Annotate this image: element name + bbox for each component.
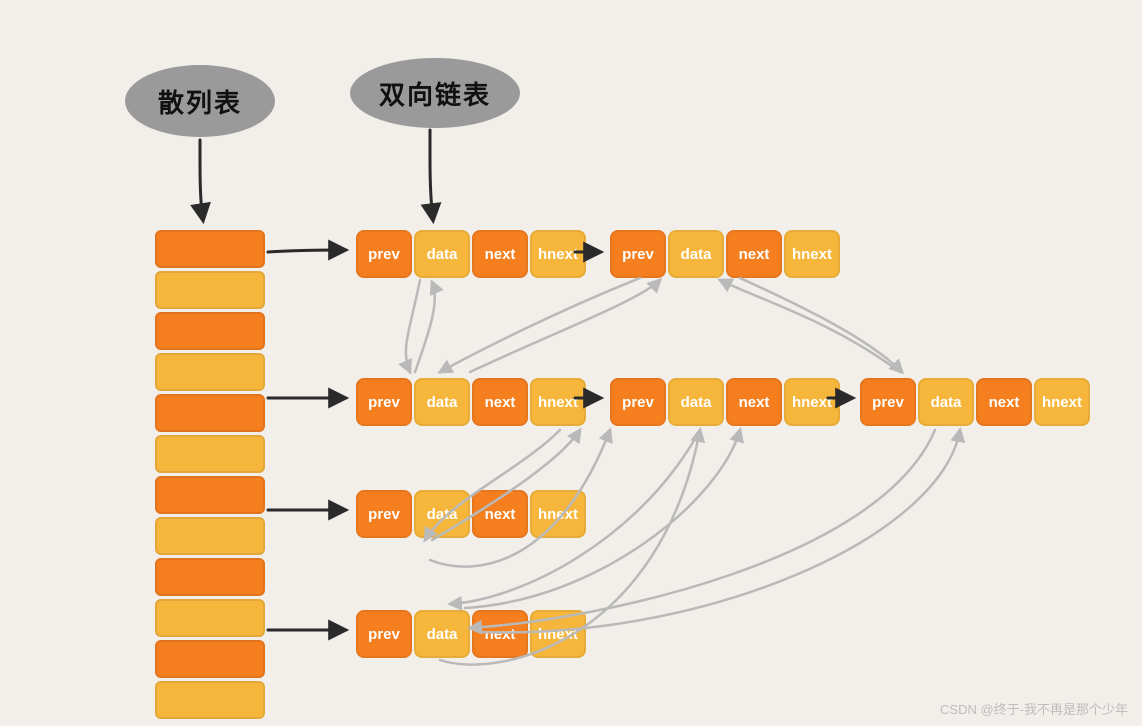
- node-cell-data: data: [668, 378, 724, 426]
- hash-slot: [155, 476, 265, 514]
- node-cell-hnext: hnext: [1034, 378, 1090, 426]
- watermark: CSDN @终于-我不再是那个少年: [940, 699, 1128, 718]
- node-cell-hnext: hnext: [530, 490, 586, 538]
- linked-list-node: prevdatanexthnext: [356, 378, 588, 422]
- node-cell-next: next: [472, 378, 528, 426]
- hash-table-label-bubble: 散列表: [125, 65, 275, 137]
- node-cell-hnext: hnext: [530, 378, 586, 426]
- node-cell-data: data: [668, 230, 724, 278]
- link-curve: [440, 278, 640, 372]
- linked-list-node: prevdatanexthnext: [610, 378, 842, 422]
- node-cell-next: next: [472, 230, 528, 278]
- node-cell-data: data: [414, 490, 470, 538]
- linked-list-node: prevdatanexthnext: [610, 230, 842, 274]
- link-curve: [470, 280, 660, 372]
- node-cell-data: data: [414, 378, 470, 426]
- linked-list-node: prevdatanexthnext: [860, 378, 1092, 422]
- link-curve: [406, 280, 420, 372]
- doubly-linked-list-label: 双向链表: [379, 75, 491, 112]
- node-cell-next: next: [472, 610, 528, 658]
- hash-slot: [155, 353, 265, 391]
- node-cell-prev: prev: [356, 230, 412, 278]
- node-cell-prev: prev: [356, 490, 412, 538]
- node-cell-data: data: [414, 610, 470, 658]
- hash-slot: [155, 640, 265, 678]
- node-cell-hnext: hnext: [530, 610, 586, 658]
- node-cell-prev: prev: [610, 378, 666, 426]
- node-cell-hnext: hnext: [530, 230, 586, 278]
- pointer-arrow: [268, 250, 345, 252]
- node-cell-next: next: [976, 378, 1032, 426]
- hash-slot: [155, 681, 265, 719]
- hash-slot: [155, 558, 265, 596]
- hash-slot: [155, 312, 265, 350]
- hash-slot: [155, 271, 265, 309]
- hash-slot: [155, 599, 265, 637]
- node-cell-next: next: [472, 490, 528, 538]
- node-cell-next: next: [726, 230, 782, 278]
- node-cell-data: data: [414, 230, 470, 278]
- node-cell-prev: prev: [860, 378, 916, 426]
- hash-table: [155, 230, 265, 722]
- node-cell-prev: prev: [356, 378, 412, 426]
- link-curve: [720, 280, 900, 372]
- link-curve: [740, 278, 902, 372]
- doubly-linked-list-label-bubble: 双向链表: [350, 58, 520, 128]
- node-cell-next: next: [726, 378, 782, 426]
- pointer-arrow: [200, 140, 203, 220]
- node-cell-hnext: hnext: [784, 230, 840, 278]
- link-curve: [415, 282, 435, 372]
- hash-slot: [155, 230, 265, 268]
- node-cell-hnext: hnext: [784, 378, 840, 426]
- node-cell-prev: prev: [610, 230, 666, 278]
- hash-table-label: 散列表: [158, 83, 242, 120]
- linked-list-node: prevdatanexthnext: [356, 230, 588, 274]
- node-cell-data: data: [918, 378, 974, 426]
- pointer-arrow: [430, 130, 433, 220]
- hash-slot: [155, 394, 265, 432]
- node-cell-prev: prev: [356, 610, 412, 658]
- hash-slot: [155, 517, 265, 555]
- linked-list-node: prevdatanexthnext: [356, 490, 588, 534]
- linked-list-node: prevdatanexthnext: [356, 610, 588, 654]
- hash-slot: [155, 435, 265, 473]
